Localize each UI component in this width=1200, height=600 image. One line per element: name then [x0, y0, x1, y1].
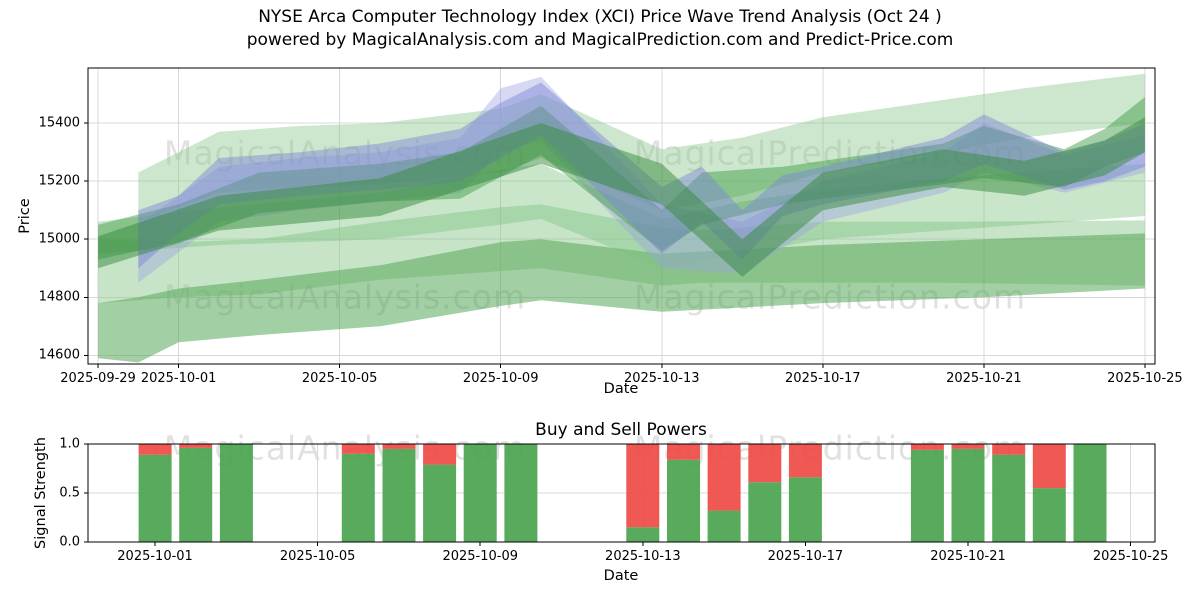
- date-tick-label: 2025-10-17: [767, 549, 844, 564]
- buy-bar: [748, 482, 782, 542]
- watermark-magicalprediction: MagicalPrediction.com: [633, 133, 1027, 173]
- date-tick-label: 2025-10-21: [946, 371, 1022, 386]
- date-tick-label: 2025-10-17: [785, 371, 861, 386]
- date-tick-label: 2025-09-29: [60, 371, 136, 386]
- price-tick-label: 14600: [38, 347, 80, 363]
- signal-strength-axis-label: Signal Strength: [33, 437, 49, 549]
- price-tick-label: 15400: [38, 115, 80, 131]
- price-tick-label: 15000: [38, 231, 80, 247]
- date-tick-label: 2025-10-21: [930, 549, 1006, 564]
- buy-bar: [992, 454, 1026, 542]
- date-tick-label: 2025-10-01: [140, 371, 217, 386]
- figure-title-line1: NYSE Arca Computer Technology Index (XCI…: [258, 7, 942, 27]
- sell-bar: [1032, 444, 1066, 489]
- signal-tick-label: 0.0: [59, 534, 80, 550]
- signal-tick-label: 0.5: [59, 485, 80, 501]
- date-tick-label: 2025-10-13: [605, 549, 681, 564]
- buy-bar: [707, 510, 741, 542]
- bar-chart-title: Buy and Sell Powers: [535, 420, 707, 440]
- price-tick-label: 15200: [38, 173, 80, 189]
- date-axis-label-top: Date: [603, 381, 639, 397]
- buy-bar: [1073, 444, 1107, 542]
- buy-bar: [1032, 488, 1066, 542]
- date-axis-label-bottom: Date: [603, 568, 639, 584]
- date-tick-label: 2025-10-25: [1092, 549, 1169, 564]
- buy-bar: [423, 464, 457, 542]
- buy-bar: [667, 459, 700, 542]
- date-tick-label: 2025-10-01: [117, 549, 193, 564]
- signal-tick-label: 1.0: [59, 436, 80, 452]
- buy-bar: [138, 454, 172, 542]
- date-tick-label: 2025-10-25: [1107, 371, 1183, 386]
- figure-title-line2: powered by MagicalAnalysis.com and Magic…: [246, 30, 954, 50]
- date-tick-label: 2025-10-09: [462, 371, 539, 386]
- buy-bar: [626, 527, 660, 542]
- watermark-magicalanalysis: MagicalAnalysis.com: [163, 428, 527, 468]
- date-tick-label: 2025-10-13: [623, 371, 700, 386]
- date-tick-label: 2025-10-05: [301, 371, 378, 386]
- watermark-magicalanalysis: MagicalAnalysis.com: [163, 277, 527, 317]
- watermark-magicalprediction: MagicalPrediction.com: [633, 277, 1027, 317]
- watermark-magicalanalysis: MagicalAnalysis.com: [163, 133, 527, 173]
- date-tick-label: 2025-10-09: [442, 549, 519, 564]
- price-axis-label: Price: [17, 198, 33, 234]
- buy-bar: [788, 477, 822, 542]
- price-tick-label: 14800: [38, 289, 80, 305]
- date-tick-label: 2025-10-05: [279, 549, 356, 564]
